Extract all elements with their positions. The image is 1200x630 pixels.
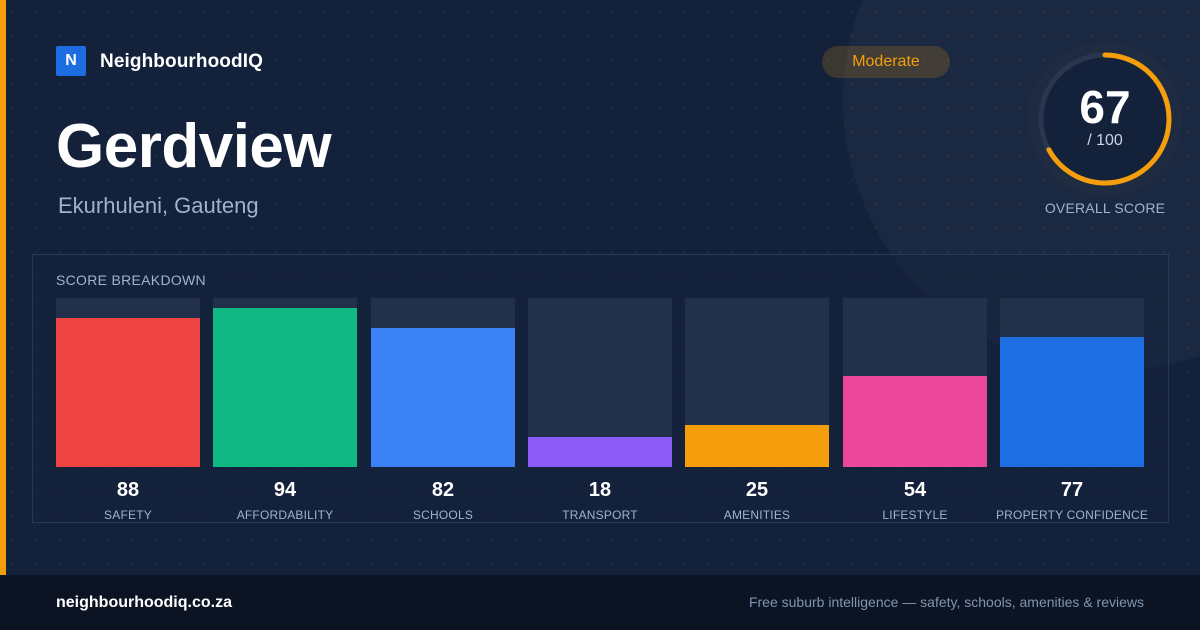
bar-fill — [213, 308, 357, 467]
bar-track — [56, 298, 200, 467]
breakdown-title: SCORE BREAKDOWN — [56, 272, 206, 288]
footer: neighbourhoodiq.co.za Free suburb intell… — [0, 575, 1200, 630]
bar-value: 94 — [273, 479, 297, 501]
score-ring-progress — [1038, 52, 1172, 186]
bar-fill — [528, 437, 672, 467]
bar-fill — [685, 425, 829, 467]
breakdown-item: 54 LIFESTYLE — [843, 298, 987, 522]
bar-fill — [1000, 337, 1144, 467]
overall-score-label: OVERALL SCORE — [1044, 200, 1166, 216]
suburb-title: Gerdview — [56, 112, 332, 181]
bar-value: 88 — [116, 479, 140, 501]
bar-value: 82 — [431, 479, 455, 501]
score-ring-graphic — [1028, 42, 1182, 196]
footer-tagline: Free suburb intelligence — safety, schoo… — [748, 594, 1144, 610]
bar-label: TRANSPORT — [562, 508, 638, 522]
bar-label: PROPERTY CONFIDENCE — [995, 508, 1149, 522]
bar-fill — [843, 376, 987, 467]
suburb-location: Ekurhuleni, Gauteng — [58, 193, 259, 218]
breakdown-item: 94 AFFORDABILITY — [213, 298, 357, 522]
bar-value: 25 — [745, 479, 769, 501]
bar-label: AMENITIES — [723, 508, 791, 522]
rating-badge: Moderate — [822, 46, 950, 78]
breakdown-item: 25 AMENITIES — [685, 298, 829, 522]
bar-track — [213, 298, 357, 467]
bar-label: SCHOOLS — [412, 508, 474, 522]
bar-track — [528, 298, 672, 467]
bar-value: 77 — [1060, 479, 1084, 501]
overall-score-max: / 100 — [1087, 132, 1123, 149]
bar-fill — [56, 318, 200, 467]
breakdown-item: 77 PROPERTY CONFIDENCE — [996, 298, 1148, 522]
bar-track — [371, 298, 515, 467]
footer-url[interactable]: neighbourhoodiq.co.za — [56, 594, 232, 611]
breakdown-bars: 88 SAFETY 94 AFFORDABILITY 82 SCHOOLS 18 TRANSP… — [56, 298, 1148, 522]
bar-fill — [371, 328, 515, 467]
bar-label: SAFETY — [104, 508, 152, 522]
brand-name: NeighbourhoodIQ — [100, 51, 263, 72]
bar-value: 18 — [588, 479, 612, 501]
bar-track — [685, 298, 829, 467]
breakdown-item: 82 SCHOOLS — [371, 298, 515, 522]
brand-logo-icon: N — [56, 46, 86, 76]
bar-track — [843, 298, 987, 467]
overall-score-value: 67 — [1079, 81, 1131, 133]
overall-score-ring: 67 / 100 — [1028, 42, 1182, 196]
breakdown-item: 88 SAFETY — [56, 298, 200, 522]
bar-label: AFFORDABILITY — [236, 508, 334, 522]
bar-label: LIFESTYLE — [882, 508, 948, 522]
bar-value: 54 — [903, 479, 927, 501]
brand[interactable]: N NeighbourhoodIQ — [56, 46, 263, 78]
score-breakdown-panel: SCORE BREAKDOWN 88 SAFETY 94 AFFORDABILITY 8… — [32, 254, 1169, 523]
bar-track — [1000, 298, 1144, 467]
accent-bar — [0, 0, 6, 575]
breakdown-item: 18 TRANSPORT — [528, 298, 672, 522]
